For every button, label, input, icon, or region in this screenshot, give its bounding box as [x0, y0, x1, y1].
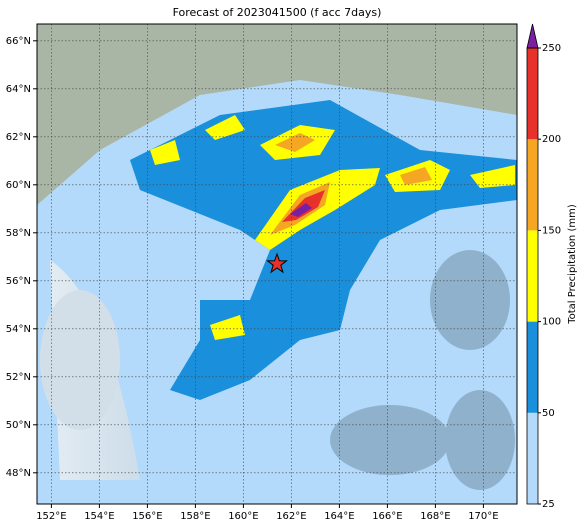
x-tick-label: 154°E: [84, 511, 114, 522]
y-tick-label: 58°N: [6, 228, 31, 239]
colorbar-tick-label: 250: [542, 43, 561, 54]
location-marker: [266, 252, 288, 274]
dry-area: [330, 405, 450, 475]
colorbar-label: Total Precipitation (mm): [567, 204, 578, 325]
y-tick-label: 62°N: [6, 132, 31, 143]
x-tick-label: 170°E: [468, 511, 498, 522]
map-frame: [36, 23, 518, 505]
dry-area: [430, 250, 510, 350]
x-tick-label: 164°E: [324, 511, 354, 522]
dry-area: [445, 390, 515, 490]
y-tick-label: 48°N: [6, 468, 31, 479]
colorbar-frame: [526, 47, 539, 505]
x-tick-label: 166°E: [372, 511, 402, 522]
colorbar-segment: [527, 48, 538, 140]
precip-250: [290, 203, 312, 217]
chart-title: Forecast of 2023041500 (f acc 7days): [173, 6, 382, 19]
map-layers: [37, 24, 517, 504]
colorbar-tick-label: 25: [542, 499, 555, 510]
colorbar-segment: [527, 139, 538, 231]
colorbar-segment: [527, 321, 538, 413]
x-tick-label: 152°E: [36, 511, 66, 522]
colorbar-tick-label: 100: [542, 317, 561, 328]
y-tick-label: 52°N: [6, 372, 31, 383]
colorbar-tick-label: 50: [542, 408, 555, 419]
y-tick-label: 56°N: [6, 276, 31, 287]
x-tick-label: 160°E: [228, 511, 258, 522]
grid: [37, 24, 517, 504]
colorbar-tick-label: 150: [542, 225, 561, 236]
y-tick-label: 66°N: [6, 36, 31, 47]
colorbar-extend: [526, 23, 539, 49]
y-tick-label: 64°N: [6, 84, 31, 95]
colorbar-segment: [527, 230, 538, 322]
x-tick-label: 156°E: [132, 511, 162, 522]
y-tick-label: 60°N: [6, 180, 31, 191]
dry-area: [40, 290, 120, 430]
y-tick-label: 50°N: [6, 420, 31, 431]
x-tick-label: 158°E: [180, 511, 210, 522]
colorbar-segment: [527, 412, 538, 504]
colorbar-tick-label: 200: [542, 134, 561, 145]
x-tick-label: 168°E: [420, 511, 450, 522]
y-tick-label: 54°N: [6, 324, 31, 335]
x-tick-label: 162°E: [276, 511, 306, 522]
